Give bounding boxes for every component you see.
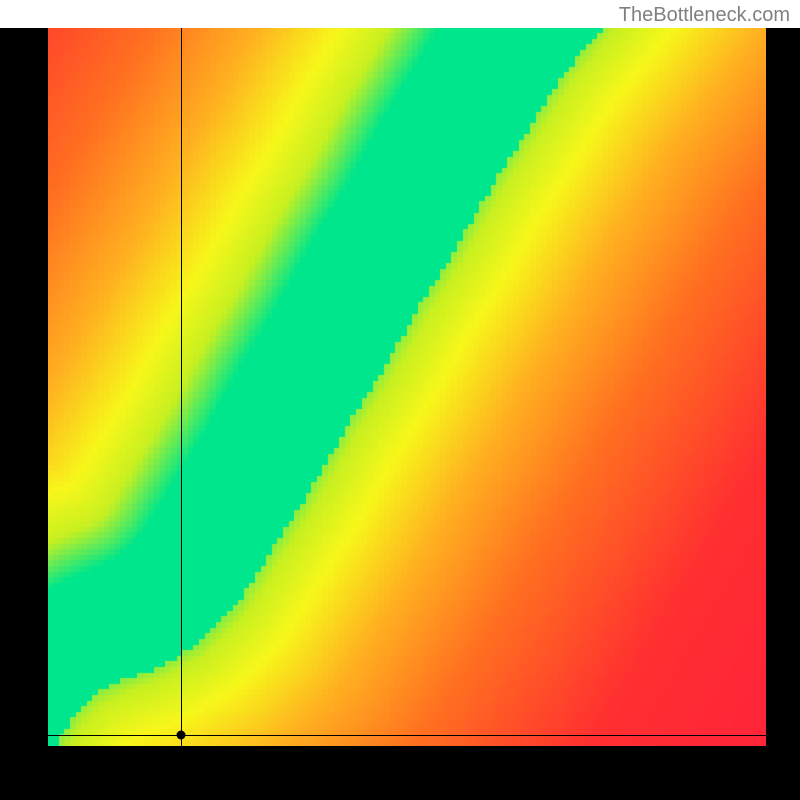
- crosshair-marker: [176, 731, 185, 740]
- crosshair-vertical-line: [181, 28, 182, 746]
- crosshair-horizontal-line: [48, 735, 766, 736]
- heatmap-canvas: [48, 28, 766, 746]
- watermark-text: TheBottleneck.com: [619, 4, 790, 27]
- chart-outer-frame: [0, 28, 800, 800]
- heatmap-plot-area: [48, 28, 766, 746]
